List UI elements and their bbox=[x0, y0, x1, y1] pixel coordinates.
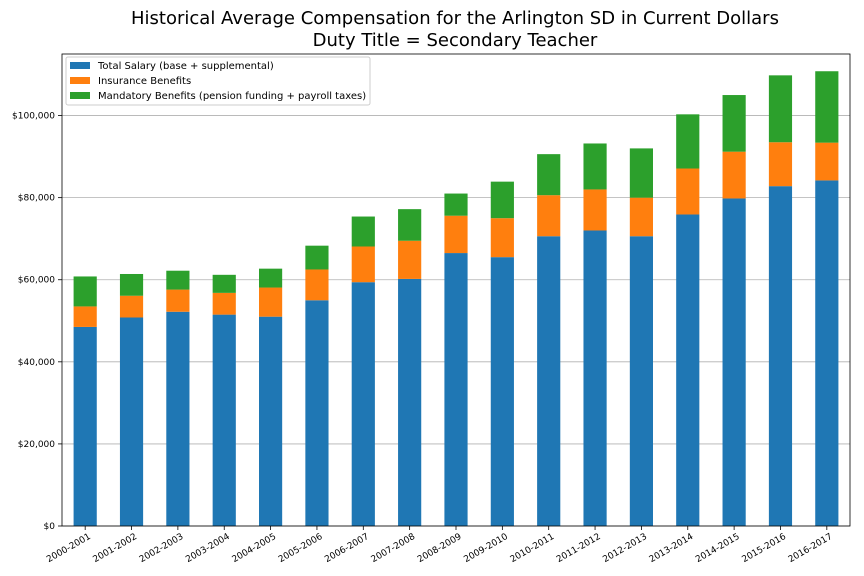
bar-segment bbox=[537, 154, 561, 196]
bar-segment bbox=[629, 236, 653, 527]
bar-segment bbox=[166, 311, 190, 526]
bar-segment bbox=[722, 151, 746, 199]
chart-title-line1: Historical Average Compensation for the … bbox=[131, 8, 779, 29]
bar-segment bbox=[768, 142, 793, 187]
y-tick-label: $60,000 bbox=[18, 276, 55, 286]
bar-segment bbox=[166, 270, 190, 290]
legend-label: Insurance Benefits bbox=[98, 76, 191, 87]
bar-segment bbox=[259, 287, 283, 317]
x-tick-label: 2011-2012 bbox=[555, 532, 602, 565]
bar-segment bbox=[537, 195, 561, 237]
bar-segment bbox=[259, 316, 283, 526]
bar-segment bbox=[212, 274, 236, 293]
x-tick-label: 2012-2013 bbox=[601, 532, 648, 565]
chart-title: Historical Average Compensation for the … bbox=[0, 8, 864, 52]
bar-segment bbox=[537, 236, 561, 527]
legend-label: Mandatory Benefits (pension funding + pa… bbox=[98, 91, 366, 102]
y-axis: $0 $20,000 $40,000 $60,000 $80,000 $100,000 bbox=[12, 112, 62, 532]
bar-segment bbox=[676, 114, 700, 169]
bar-segment bbox=[305, 245, 329, 270]
bar-segment bbox=[768, 75, 793, 143]
legend: Total Salary (base + supplemental) Insura… bbox=[65, 56, 371, 106]
bar-segment bbox=[351, 246, 375, 283]
bar-segment bbox=[305, 300, 329, 526]
x-tick-label: 2003-2004 bbox=[184, 532, 232, 565]
bar-segment bbox=[815, 180, 839, 526]
bar-segment bbox=[490, 181, 514, 219]
bar-segment bbox=[583, 230, 607, 527]
x-tick-label: 2001-2002 bbox=[92, 532, 139, 565]
bar-segment bbox=[583, 143, 607, 190]
bar-segment bbox=[119, 295, 144, 318]
bar-segment bbox=[629, 197, 653, 237]
bar-segment bbox=[119, 317, 144, 526]
bar-segment bbox=[73, 276, 97, 307]
y-tick-label: $0 bbox=[44, 522, 56, 532]
bar-segment bbox=[629, 148, 653, 198]
legend-swatch bbox=[70, 92, 90, 99]
bar-segment bbox=[444, 253, 468, 527]
y-tick-label: $100,000 bbox=[12, 112, 55, 122]
bar-segment bbox=[259, 268, 283, 288]
y-tick-label: $40,000 bbox=[18, 358, 55, 368]
bar-segment bbox=[722, 198, 746, 527]
x-tick-label: 2006-2007 bbox=[323, 532, 370, 565]
x-tick-label: 2009-2010 bbox=[462, 532, 510, 565]
x-tick-label: 2004-2005 bbox=[231, 532, 278, 565]
bar-segment bbox=[351, 216, 375, 247]
x-tick-label: 2002-2003 bbox=[138, 532, 185, 565]
bar-segment bbox=[212, 314, 236, 526]
x-tick-label: 2007-2008 bbox=[370, 532, 418, 565]
legend-label: Total Salary (base + supplemental) bbox=[97, 61, 274, 72]
bar-segment bbox=[815, 71, 839, 143]
legend-swatch bbox=[70, 77, 90, 84]
x-tick-label: 2000-2001 bbox=[45, 532, 92, 565]
chart-subtitle: Duty Title = Secondary Teacher bbox=[312, 30, 598, 51]
x-axis: 2000-20012001-20022002-20032003-20042004… bbox=[45, 526, 834, 565]
bar-segment bbox=[73, 306, 97, 327]
x-tick-label: 2014-2015 bbox=[694, 532, 741, 565]
x-tick-label: 2008-2009 bbox=[416, 532, 464, 565]
bar-segment bbox=[212, 292, 236, 315]
bar-segment bbox=[73, 326, 97, 526]
bar-segment bbox=[119, 273, 144, 296]
bar-segment bbox=[351, 282, 375, 526]
x-tick-label: 2013-2014 bbox=[648, 532, 696, 565]
bar-segment bbox=[398, 209, 422, 241]
bar-segment bbox=[768, 186, 793, 526]
bar-segment bbox=[398, 240, 422, 279]
bar-segment bbox=[815, 142, 839, 181]
y-tick-label: $80,000 bbox=[18, 194, 55, 204]
bar-segment bbox=[444, 193, 468, 216]
legend-swatch bbox=[70, 62, 90, 69]
bar-segment bbox=[722, 95, 746, 152]
bar-segment bbox=[305, 269, 329, 301]
bar-segment bbox=[676, 168, 700, 215]
x-tick-label: 2015-2016 bbox=[740, 532, 788, 565]
x-tick-label: 2010-2011 bbox=[509, 532, 556, 565]
y-tick-label: $20,000 bbox=[18, 440, 55, 450]
bar-segment bbox=[583, 189, 607, 231]
bar-segment bbox=[676, 214, 700, 527]
bar-segment bbox=[490, 218, 514, 258]
bars bbox=[73, 71, 839, 527]
bar-segment bbox=[490, 257, 514, 526]
x-tick-label: 2005-2006 bbox=[277, 532, 325, 565]
bar-segment bbox=[398, 278, 422, 526]
x-tick-label: 2016-2017 bbox=[787, 532, 834, 565]
bar-segment bbox=[166, 289, 190, 312]
bar-segment bbox=[444, 215, 468, 254]
legend-box bbox=[65, 56, 371, 106]
